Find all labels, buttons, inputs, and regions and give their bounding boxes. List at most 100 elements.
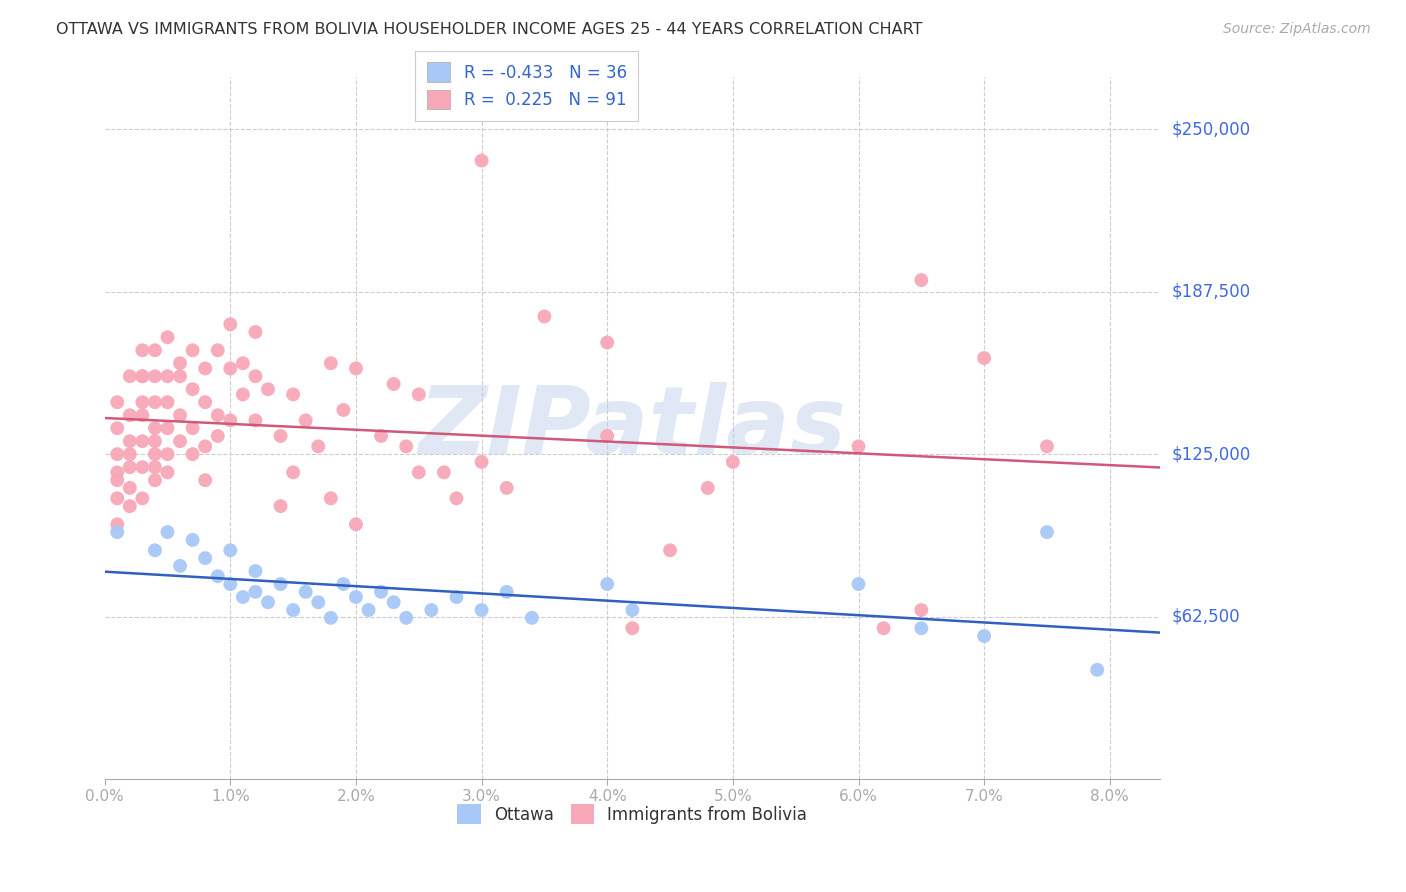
- Point: [131, 434, 153, 449]
- Point: [420, 603, 443, 617]
- Point: [131, 369, 153, 384]
- Point: [156, 395, 179, 409]
- Point: [270, 499, 292, 513]
- Point: [910, 621, 932, 635]
- Point: [245, 325, 267, 339]
- Point: [520, 611, 543, 625]
- Point: [194, 473, 217, 487]
- Point: [207, 429, 229, 443]
- Point: [219, 361, 242, 376]
- Point: [370, 429, 392, 443]
- Point: [433, 466, 456, 480]
- Point: [232, 387, 254, 401]
- Point: [910, 273, 932, 287]
- Text: $187,500: $187,500: [1171, 283, 1250, 301]
- Point: [219, 318, 242, 332]
- Point: [872, 621, 894, 635]
- Point: [382, 377, 405, 392]
- Point: [382, 595, 405, 609]
- Point: [143, 421, 166, 435]
- Text: OTTAWA VS IMMIGRANTS FROM BOLIVIA HOUSEHOLDER INCOME AGES 25 - 44 YEARS CORRELAT: OTTAWA VS IMMIGRANTS FROM BOLIVIA HOUSEH…: [56, 22, 922, 37]
- Point: [131, 343, 153, 358]
- Point: [533, 310, 555, 324]
- Point: [344, 361, 367, 376]
- Point: [319, 491, 342, 506]
- Point: [105, 395, 128, 409]
- Point: [307, 439, 329, 453]
- Point: [156, 466, 179, 480]
- Point: [207, 343, 229, 358]
- Point: [207, 569, 229, 583]
- Point: [471, 153, 494, 168]
- Point: [207, 408, 229, 422]
- Point: [131, 491, 153, 506]
- Point: [219, 413, 242, 427]
- Point: [596, 335, 619, 350]
- Point: [143, 543, 166, 558]
- Point: [596, 577, 619, 591]
- Point: [105, 525, 128, 540]
- Point: [1036, 439, 1059, 453]
- Point: [118, 499, 141, 513]
- Point: [659, 543, 682, 558]
- Point: [446, 590, 468, 604]
- Point: [848, 439, 870, 453]
- Point: [118, 447, 141, 461]
- Point: [131, 408, 153, 422]
- Point: [169, 434, 191, 449]
- Point: [131, 369, 153, 384]
- Point: [118, 408, 141, 422]
- Point: [257, 595, 280, 609]
- Point: [294, 585, 316, 599]
- Point: [281, 603, 304, 617]
- Point: [131, 395, 153, 409]
- Point: [281, 466, 304, 480]
- Point: [219, 577, 242, 591]
- Point: [181, 421, 204, 435]
- Point: [596, 429, 619, 443]
- Point: [105, 491, 128, 506]
- Text: Source: ZipAtlas.com: Source: ZipAtlas.com: [1223, 22, 1371, 37]
- Point: [319, 356, 342, 370]
- Point: [294, 413, 316, 427]
- Point: [245, 413, 267, 427]
- Point: [408, 466, 430, 480]
- Point: [169, 356, 191, 370]
- Point: [105, 473, 128, 487]
- Text: $250,000: $250,000: [1171, 120, 1250, 138]
- Point: [143, 369, 166, 384]
- Point: [245, 585, 267, 599]
- Point: [621, 603, 644, 617]
- Point: [143, 395, 166, 409]
- Point: [118, 481, 141, 495]
- Point: [232, 590, 254, 604]
- Point: [395, 611, 418, 625]
- Text: ZIPatlas: ZIPatlas: [419, 382, 846, 475]
- Point: [696, 481, 718, 495]
- Point: [357, 603, 380, 617]
- Point: [495, 585, 517, 599]
- Point: [910, 603, 932, 617]
- Point: [245, 564, 267, 578]
- Point: [332, 403, 354, 417]
- Point: [143, 460, 166, 475]
- Text: $62,500: $62,500: [1171, 607, 1240, 625]
- Point: [194, 551, 217, 566]
- Point: [181, 382, 204, 396]
- Point: [973, 351, 995, 365]
- Point: [131, 460, 153, 475]
- Point: [621, 621, 644, 635]
- Point: [219, 543, 242, 558]
- Point: [1085, 663, 1108, 677]
- Point: [143, 473, 166, 487]
- Point: [332, 577, 354, 591]
- Point: [344, 590, 367, 604]
- Point: [245, 369, 267, 384]
- Point: [270, 429, 292, 443]
- Point: [495, 481, 517, 495]
- Point: [194, 361, 217, 376]
- Point: [848, 577, 870, 591]
- Point: [408, 387, 430, 401]
- Point: [118, 369, 141, 384]
- Point: [973, 629, 995, 643]
